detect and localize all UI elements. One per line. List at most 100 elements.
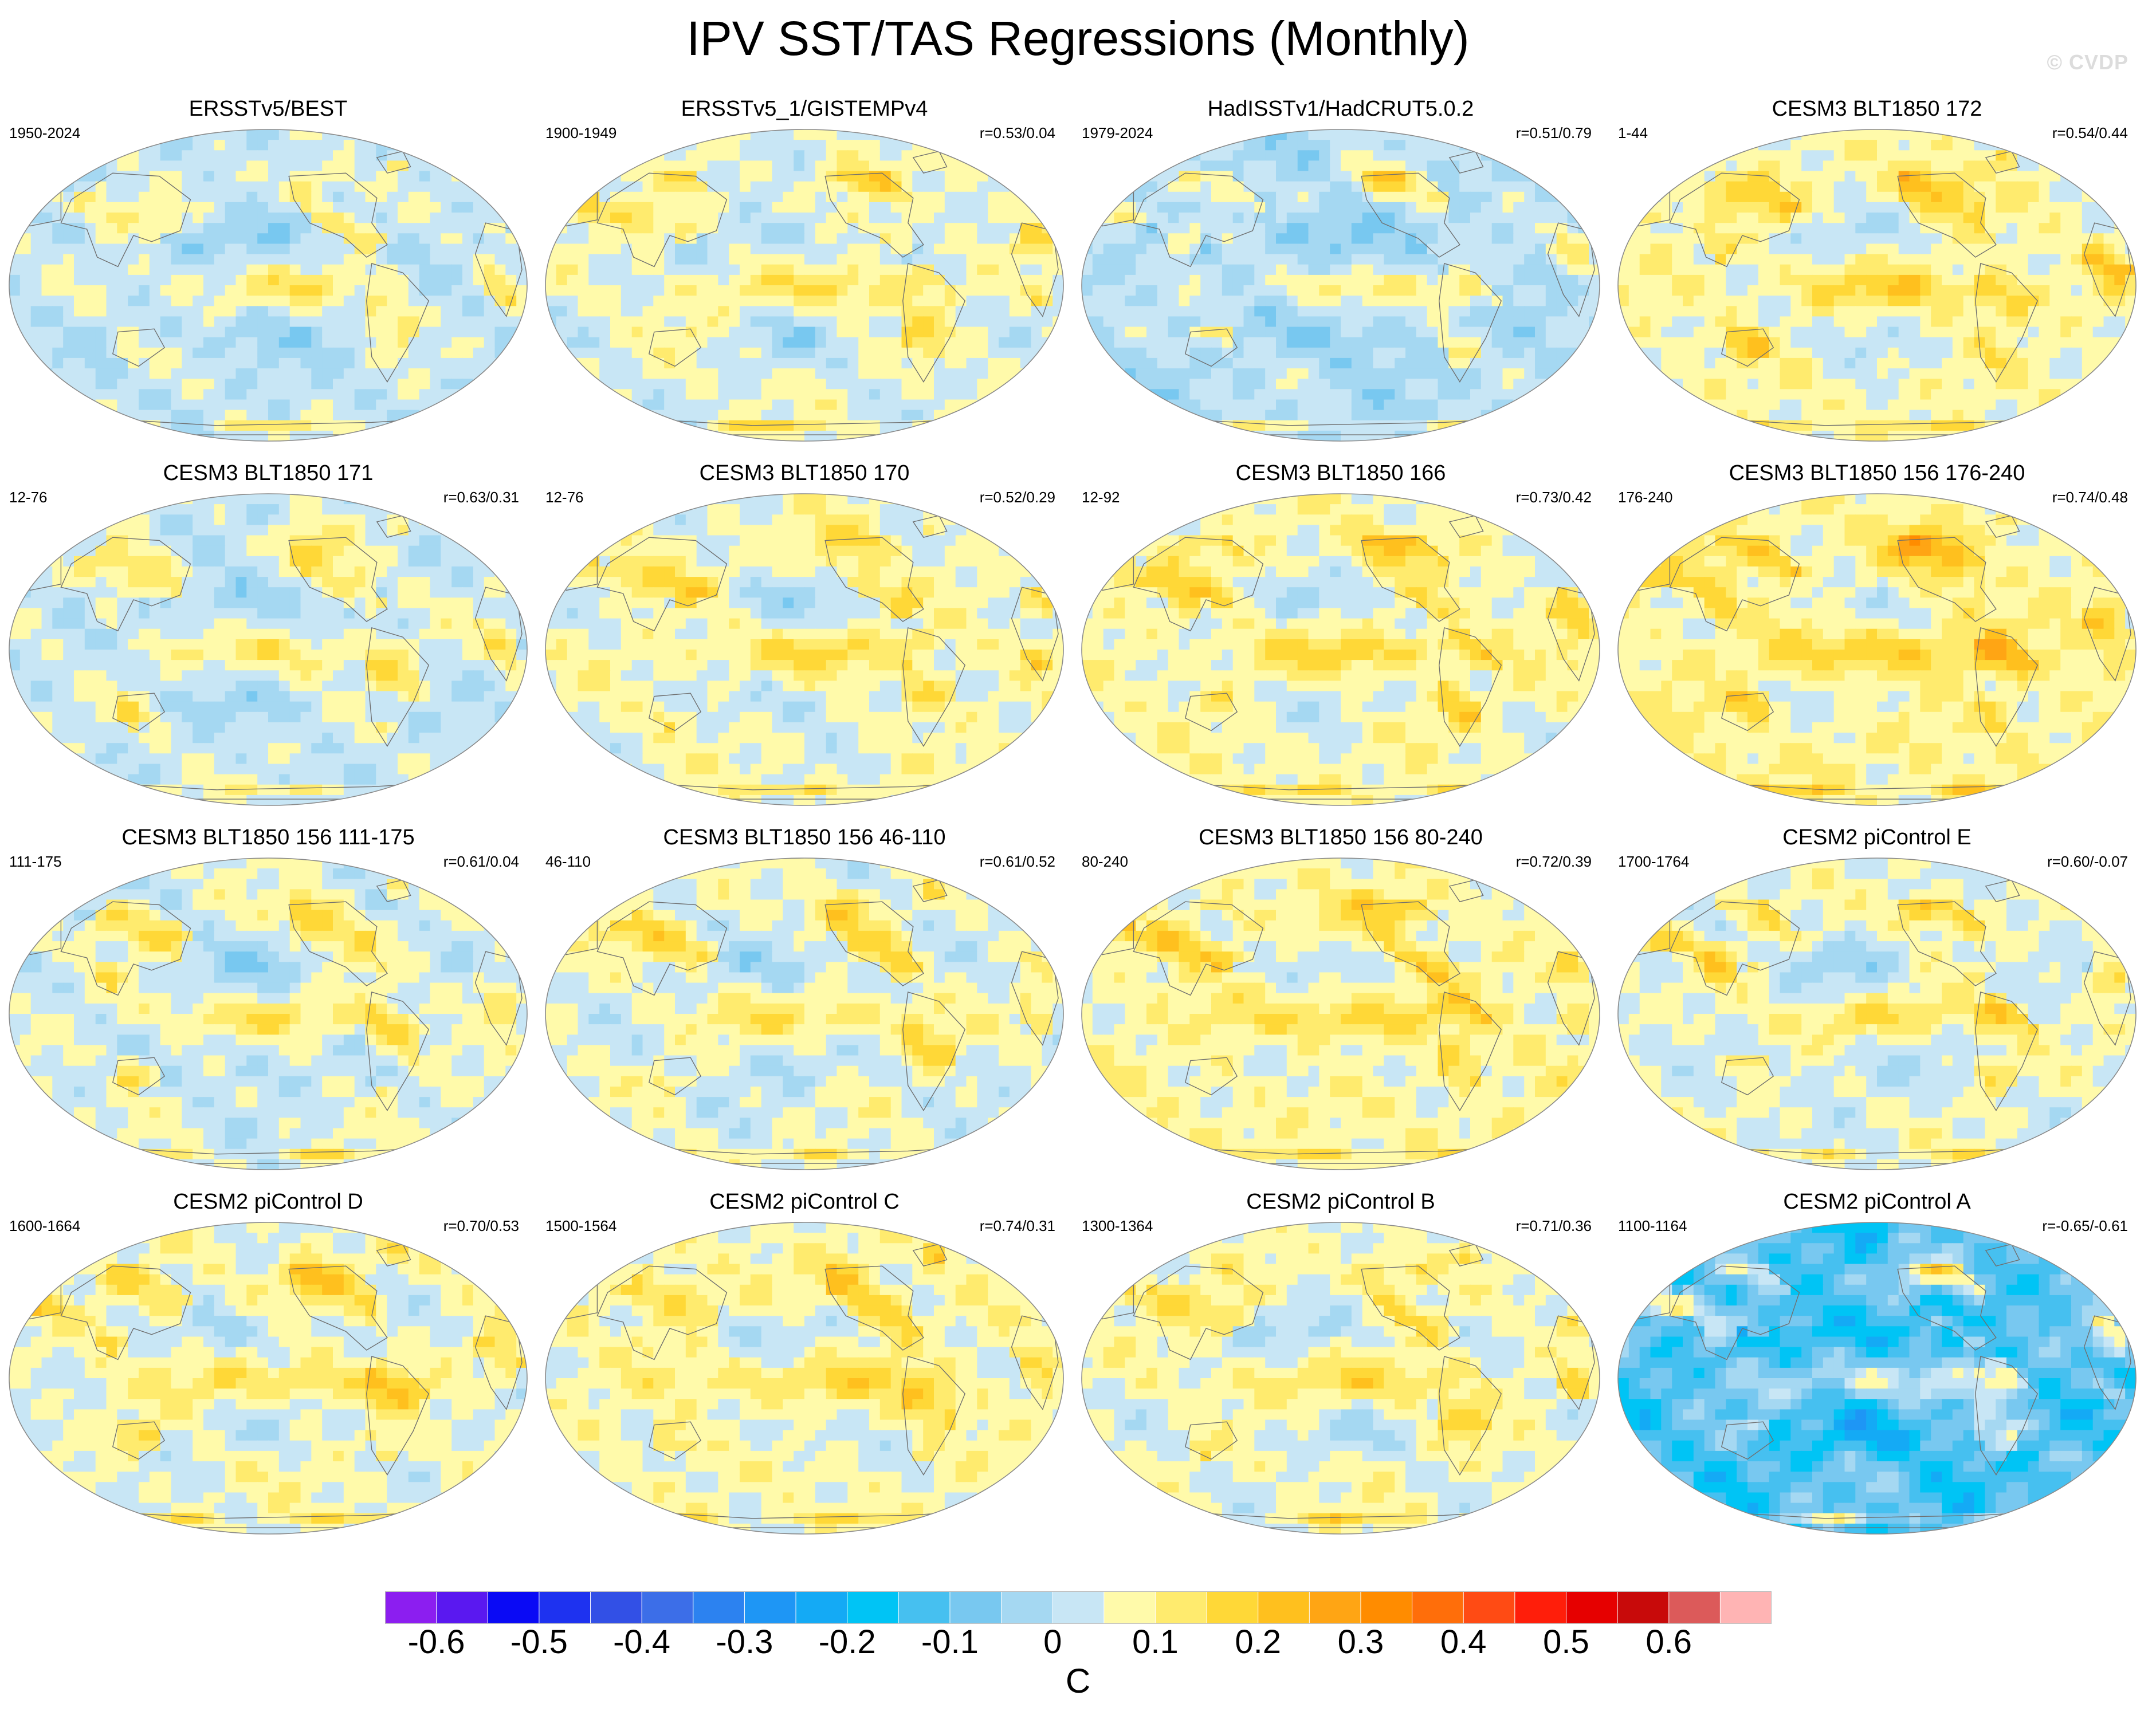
field-cell bbox=[890, 223, 902, 234]
field-cell bbox=[556, 285, 568, 296]
field-cell bbox=[955, 306, 967, 317]
field-cell bbox=[430, 223, 442, 234]
field-cell bbox=[1661, 347, 1672, 359]
field-cell bbox=[214, 191, 226, 203]
field-cell bbox=[1650, 223, 1662, 234]
field-cell bbox=[1672, 347, 1683, 359]
field-cell bbox=[1693, 337, 1705, 348]
field-cell bbox=[1985, 379, 1996, 390]
field-cell bbox=[1308, 316, 1320, 328]
field-cell bbox=[1683, 368, 1694, 379]
field-cell bbox=[1308, 129, 1320, 140]
field-cell bbox=[955, 243, 967, 255]
field-cell bbox=[1297, 430, 1309, 441]
field-cell bbox=[729, 274, 740, 286]
field-cell bbox=[19, 316, 32, 328]
field-cell bbox=[322, 274, 333, 286]
field-cell bbox=[1319, 171, 1330, 182]
field-cell bbox=[1931, 213, 1942, 223]
field-cell bbox=[588, 347, 600, 359]
field-cell bbox=[1769, 316, 1781, 328]
field-cell bbox=[610, 368, 622, 379]
field-cell bbox=[278, 420, 290, 431]
field-cell bbox=[1254, 150, 1266, 162]
field-cell bbox=[225, 181, 237, 192]
field-cell bbox=[408, 160, 420, 172]
field-cell bbox=[1297, 410, 1309, 421]
field-cell bbox=[2039, 306, 2051, 317]
field-cell bbox=[225, 514, 237, 526]
field-cell bbox=[2082, 181, 2094, 192]
field-cell bbox=[1898, 379, 1910, 390]
field-cell bbox=[1480, 296, 1493, 306]
field-cell bbox=[451, 274, 463, 286]
field-cell bbox=[84, 223, 96, 234]
field-cell bbox=[117, 223, 128, 234]
field-cell bbox=[139, 150, 150, 162]
field-cell bbox=[1189, 368, 1201, 379]
field-cell bbox=[1628, 243, 1640, 255]
field-cell bbox=[837, 337, 849, 348]
field-cell bbox=[1524, 202, 1535, 213]
field-cell bbox=[1650, 243, 1662, 255]
field-cell bbox=[398, 213, 409, 223]
field-cell bbox=[1909, 202, 1921, 213]
field-cell bbox=[1362, 213, 1374, 223]
field-cell bbox=[1211, 327, 1223, 338]
field-cell bbox=[750, 223, 762, 234]
field-cell bbox=[160, 514, 172, 526]
field-cell bbox=[1556, 264, 1568, 276]
field-cell bbox=[1963, 264, 1975, 276]
field-cell bbox=[343, 274, 355, 286]
field-cell bbox=[74, 191, 85, 203]
field-cell bbox=[1855, 181, 1867, 192]
field-cell bbox=[1683, 337, 1694, 348]
field-cell bbox=[343, 285, 355, 296]
field-cell bbox=[343, 129, 355, 140]
field-cell bbox=[599, 202, 611, 213]
field-cell bbox=[1222, 171, 1234, 182]
field-cell bbox=[1877, 243, 1888, 255]
field-cell bbox=[815, 368, 827, 379]
field-cell bbox=[1384, 357, 1395, 369]
field-cell bbox=[1931, 191, 1942, 203]
field-cell bbox=[398, 357, 409, 369]
field-cell bbox=[1996, 399, 2007, 411]
field-cell bbox=[1823, 357, 1835, 369]
field-cell bbox=[398, 233, 409, 245]
field-cell bbox=[1319, 410, 1330, 421]
field-cell bbox=[278, 191, 290, 203]
field-cell bbox=[696, 285, 708, 296]
field-cell bbox=[696, 296, 708, 306]
field-cell bbox=[1362, 327, 1374, 338]
field-cell bbox=[1384, 399, 1395, 411]
field-cell bbox=[1200, 160, 1212, 172]
field-cell bbox=[826, 430, 838, 441]
field-cell bbox=[1942, 410, 1953, 421]
field-cell bbox=[84, 379, 96, 390]
field-cell bbox=[139, 285, 150, 296]
field-cell bbox=[1812, 285, 1824, 296]
field-cell bbox=[246, 150, 258, 162]
field-cell bbox=[139, 160, 150, 172]
field-cell bbox=[333, 191, 344, 203]
field-cell bbox=[664, 213, 676, 223]
field-cell bbox=[664, 399, 676, 411]
field-cell bbox=[1833, 233, 1845, 245]
field-cell bbox=[1146, 306, 1158, 317]
coastline bbox=[824, 172, 924, 258]
field-cell bbox=[225, 379, 237, 390]
field-cell bbox=[2039, 285, 2051, 296]
field-cell bbox=[225, 399, 237, 411]
field-cell bbox=[955, 379, 967, 390]
field-cell bbox=[675, 243, 686, 255]
field-cell bbox=[1963, 327, 1975, 338]
field-cell bbox=[794, 223, 805, 234]
field-cell bbox=[311, 233, 323, 245]
coastline bbox=[1184, 328, 1238, 367]
field-cell bbox=[966, 171, 978, 182]
panel-title: HadISSTv1/HadCRUT5.0.2 bbox=[1207, 97, 1474, 121]
field-cell bbox=[1920, 306, 1931, 317]
field-cell bbox=[268, 368, 280, 379]
field-cell bbox=[300, 129, 312, 140]
